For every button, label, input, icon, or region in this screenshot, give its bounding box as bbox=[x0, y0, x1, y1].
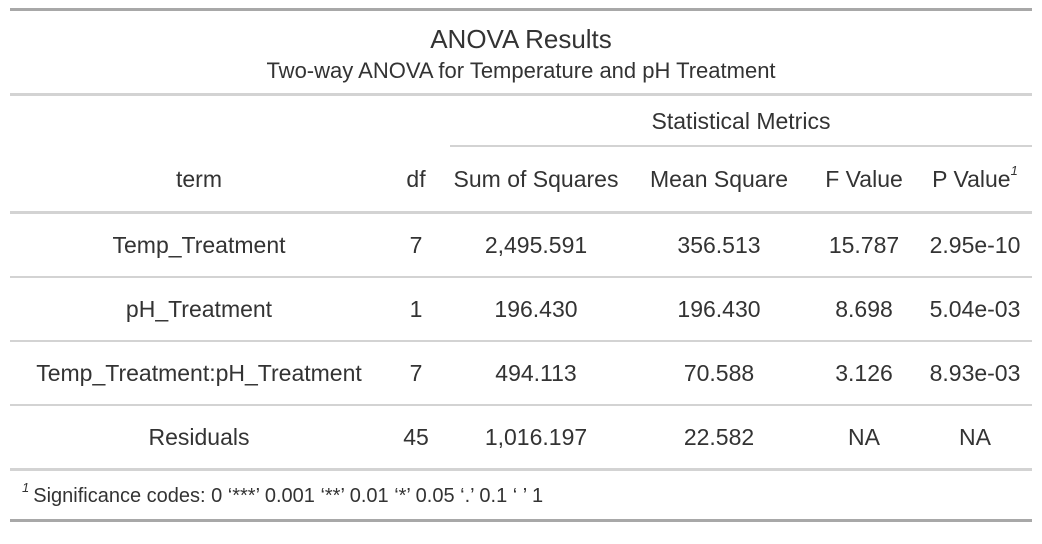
cell-p-value: 2.95e-10 bbox=[918, 212, 1032, 278]
table-title: ANOVA Results bbox=[430, 24, 612, 54]
cell-df: 7 bbox=[388, 341, 444, 406]
cell-sum-sq: 1,016.197 bbox=[444, 405, 628, 471]
cell-mean-sq: 22.582 bbox=[628, 405, 810, 471]
p-value-label: P Value bbox=[932, 165, 1011, 192]
cell-f-value: 15.787 bbox=[810, 212, 918, 278]
table-row: Temp_Treatment:pH_Treatment 7 494.113 70… bbox=[10, 341, 1032, 406]
cell-term: Temp_Treatment:pH_Treatment bbox=[10, 341, 388, 406]
cell-f-value: 3.126 bbox=[810, 341, 918, 406]
cell-p-value: 8.93e-03 bbox=[918, 341, 1032, 406]
anova-table: Statistical Metrics term df Sum of Squar… bbox=[10, 93, 1032, 471]
cell-p-value: NA bbox=[918, 405, 1032, 471]
spanner-empty bbox=[388, 95, 444, 148]
cell-term: Temp_Treatment bbox=[10, 212, 388, 278]
spanner-header-row: Statistical Metrics bbox=[10, 94, 1032, 148]
spanner-empty bbox=[10, 95, 388, 148]
col-header-term: term bbox=[10, 147, 388, 214]
cell-term: pH_Treatment bbox=[10, 277, 388, 342]
col-header-df: df bbox=[388, 147, 444, 214]
column-header-row: term df Sum of Squares Mean Square F Val… bbox=[10, 147, 1032, 214]
cell-mean-sq: 196.430 bbox=[628, 277, 810, 342]
table-row: Temp_Treatment 7 2,495.591 356.513 15.78… bbox=[10, 212, 1032, 278]
cell-f-value: NA bbox=[810, 405, 918, 471]
col-header-p-value: P Value1 bbox=[918, 147, 1032, 214]
cell-f-value: 8.698 bbox=[810, 277, 918, 342]
table-footnote: 1 Significance codes: 0 ‘***’ 0.001 ‘**’ … bbox=[10, 471, 1032, 522]
cell-sum-sq: 196.430 bbox=[444, 277, 628, 342]
cell-mean-sq: 70.588 bbox=[628, 341, 810, 406]
cell-df: 45 bbox=[388, 405, 444, 471]
cell-sum-sq: 2,495.591 bbox=[444, 212, 628, 278]
spanner-label: Statistical Metrics bbox=[450, 96, 1032, 147]
col-header-f-value: F Value bbox=[810, 147, 918, 214]
cell-df: 7 bbox=[388, 212, 444, 278]
table-row: pH_Treatment 1 196.430 196.430 8.698 5.0… bbox=[10, 277, 1032, 342]
col-header-mean-sq: Mean Square bbox=[628, 147, 810, 214]
footnote-text: Significance codes: 0 ‘***’ 0.001 ‘**’ 0… bbox=[33, 485, 544, 507]
cell-p-value: 5.04e-03 bbox=[918, 277, 1032, 342]
table-subtitle: Two-way ANOVA for Temperature and pH Tre… bbox=[266, 58, 776, 83]
anova-table-container: ANOVA Results Two-way ANOVA for Temperat… bbox=[10, 8, 1032, 522]
top-rule bbox=[10, 8, 1032, 11]
spanner-statistical-metrics: Statistical Metrics bbox=[444, 95, 1032, 147]
footnote-marker: 1 bbox=[1010, 162, 1018, 178]
table-row: Residuals 45 1,016.197 22.582 NA NA bbox=[10, 405, 1032, 471]
col-header-sum-sq: Sum of Squares bbox=[444, 147, 628, 214]
cell-df: 1 bbox=[388, 277, 444, 342]
cell-sum-sq: 494.113 bbox=[444, 341, 628, 406]
cell-mean-sq: 356.513 bbox=[628, 212, 810, 278]
cell-term: Residuals bbox=[10, 405, 388, 471]
footnote-marker: 1 bbox=[22, 480, 30, 495]
